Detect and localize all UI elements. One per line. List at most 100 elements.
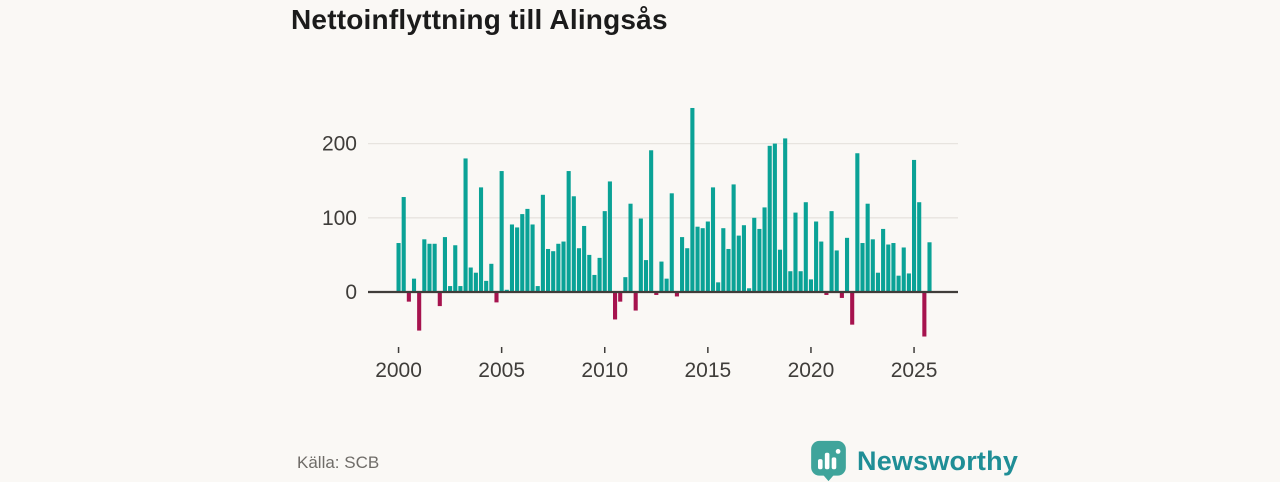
bar xyxy=(417,292,422,331)
bar xyxy=(396,243,401,292)
y-axis-tick-label: 0 xyxy=(345,281,357,304)
bar xyxy=(468,267,473,292)
bar xyxy=(695,226,700,292)
bar xyxy=(628,203,633,292)
bar xyxy=(432,243,437,292)
bar xyxy=(850,292,855,325)
bar xyxy=(406,292,411,302)
bar xyxy=(721,228,726,292)
bar xyxy=(623,277,628,292)
bar xyxy=(654,292,659,295)
bar xyxy=(803,202,808,292)
bar xyxy=(752,217,757,292)
bar xyxy=(912,159,917,292)
bar xyxy=(582,225,587,292)
bar xyxy=(643,260,649,292)
x-axis-tick-label: 2015 xyxy=(684,359,731,382)
bar xyxy=(453,245,458,292)
bar xyxy=(772,143,777,292)
bar xyxy=(556,243,561,292)
x-axis-tick-label: 2025 xyxy=(891,359,938,382)
source-caption: Källa: SCB xyxy=(297,453,380,472)
bar xyxy=(571,196,576,292)
bar xyxy=(484,280,489,292)
bar xyxy=(458,286,463,292)
bar xyxy=(602,211,607,292)
bar xyxy=(798,271,803,292)
bar xyxy=(741,225,746,292)
x-axis-tick-label: 2000 xyxy=(375,359,422,382)
bar xyxy=(587,254,592,292)
bar xyxy=(659,261,664,292)
bar xyxy=(793,212,798,292)
bar xyxy=(875,272,881,292)
page-title: Nettoinflyttning till Alingsås xyxy=(291,4,668,35)
bar xyxy=(633,292,638,311)
bar xyxy=(865,203,870,292)
brand-name: Newsworthy xyxy=(857,445,1019,476)
bar xyxy=(649,150,654,292)
bar xyxy=(669,193,674,292)
bar xyxy=(710,187,716,292)
bar xyxy=(886,244,891,292)
bar xyxy=(411,278,417,292)
bar xyxy=(767,145,772,292)
bar xyxy=(834,250,839,292)
bar xyxy=(674,292,679,297)
bar xyxy=(576,248,582,292)
bar xyxy=(437,292,442,307)
bar xyxy=(494,292,499,303)
bar xyxy=(566,171,571,292)
bar xyxy=(844,237,850,292)
bar xyxy=(422,239,427,292)
bar xyxy=(788,271,793,292)
bar xyxy=(592,274,597,292)
bar xyxy=(726,248,731,292)
bar xyxy=(870,239,875,292)
bar xyxy=(747,288,752,292)
bar xyxy=(618,292,623,302)
bar xyxy=(819,241,824,292)
bar xyxy=(664,278,669,292)
bar xyxy=(515,227,520,292)
bar xyxy=(504,289,509,292)
bar xyxy=(551,251,556,292)
bar xyxy=(736,235,741,292)
bar xyxy=(891,243,896,292)
y-axis-tick-label: 100 xyxy=(322,207,357,230)
bar xyxy=(448,286,453,292)
bar xyxy=(597,257,602,292)
bar xyxy=(499,171,504,292)
bar xyxy=(860,243,865,292)
bar xyxy=(540,194,545,292)
x-axis-tick-label: 2005 xyxy=(478,359,525,382)
bar xyxy=(808,279,813,292)
bar xyxy=(525,208,530,292)
bar xyxy=(442,237,447,292)
bar xyxy=(535,286,540,292)
bar xyxy=(896,275,901,292)
bar xyxy=(561,241,566,292)
bar xyxy=(509,224,515,292)
bar xyxy=(814,221,819,292)
newsworthy-pin-barchart-icon xyxy=(811,440,846,482)
bar xyxy=(829,211,834,292)
bar xyxy=(777,249,783,292)
bar xyxy=(401,197,406,292)
bar xyxy=(478,187,484,292)
bar xyxy=(638,218,643,292)
bar xyxy=(489,263,494,292)
bar xyxy=(685,248,690,292)
bar xyxy=(520,214,525,292)
brand-logo: Newsworthy xyxy=(810,440,1019,482)
bar xyxy=(530,224,535,292)
bar xyxy=(783,138,788,292)
bar xyxy=(427,243,432,292)
bar xyxy=(881,228,886,292)
bar xyxy=(762,207,767,292)
y-axis-tick-label: 200 xyxy=(322,133,357,156)
bar xyxy=(906,273,911,292)
bar xyxy=(680,237,685,292)
bar xyxy=(700,228,705,292)
bar xyxy=(757,228,762,292)
